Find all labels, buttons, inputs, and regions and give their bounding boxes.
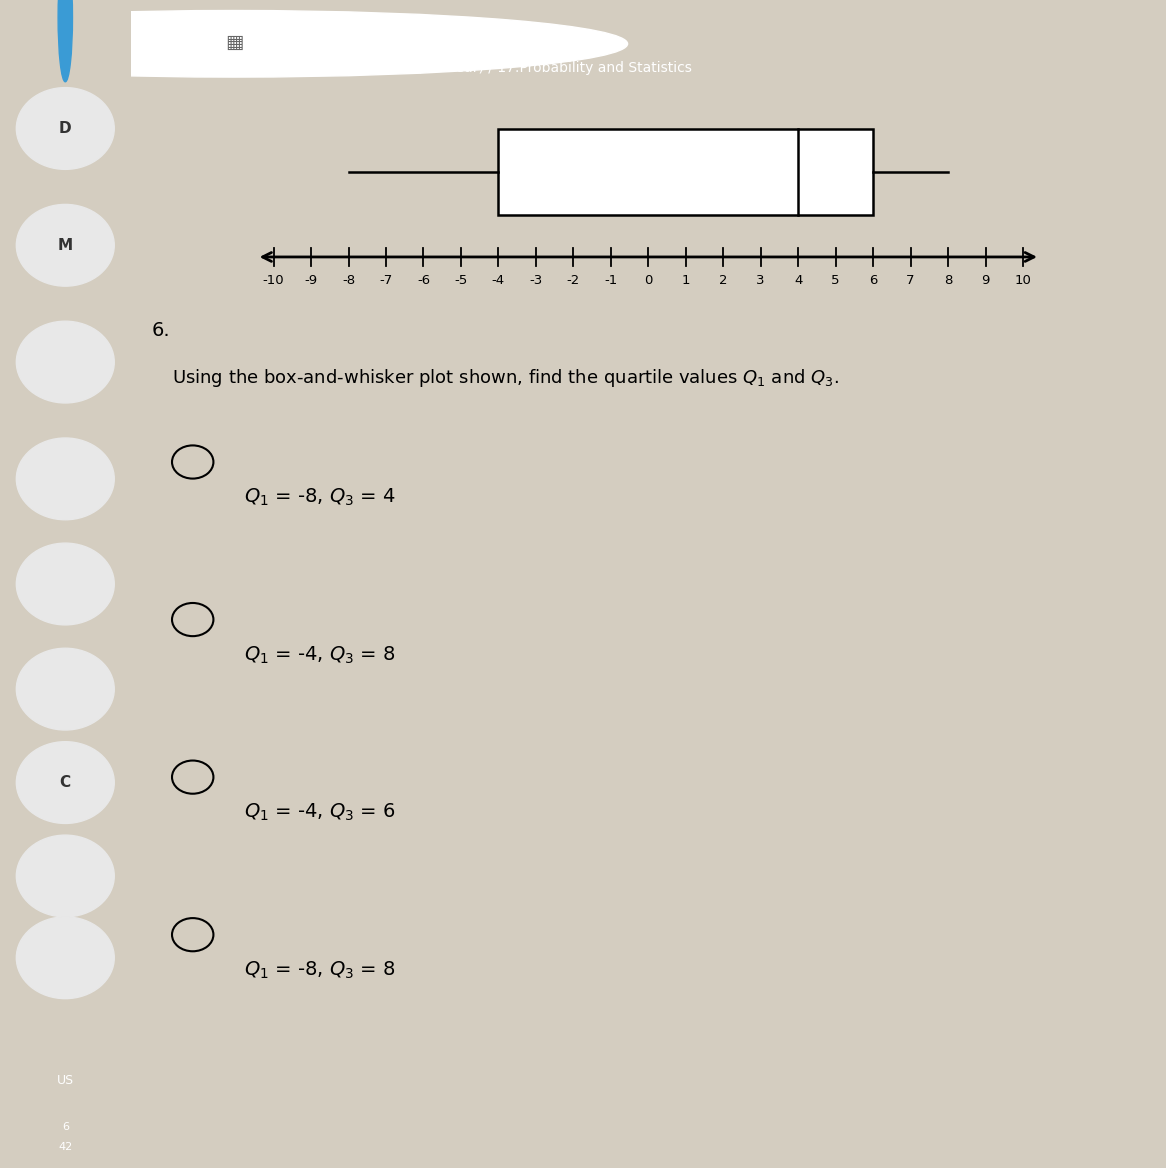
Text: -1: -1 — [604, 274, 618, 287]
Text: 6: 6 — [869, 274, 877, 287]
Ellipse shape — [16, 917, 114, 999]
Text: -8: -8 — [342, 274, 356, 287]
Text: 8: 8 — [944, 274, 953, 287]
Text: -6: -6 — [417, 274, 430, 287]
Text: D: D — [59, 121, 71, 135]
Text: 10: 10 — [1014, 274, 1032, 287]
Text: 3: 3 — [757, 274, 765, 287]
Text: $Q_1$ = -8, $Q_3$ = 8: $Q_1$ = -8, $Q_3$ = 8 — [245, 960, 396, 981]
Circle shape — [0, 11, 627, 77]
Text: 7: 7 — [906, 274, 915, 287]
Circle shape — [58, 0, 72, 82]
Ellipse shape — [16, 543, 114, 625]
Text: -9: -9 — [304, 274, 317, 287]
Ellipse shape — [16, 438, 114, 520]
Bar — [498, 130, 873, 215]
Text: 0: 0 — [644, 274, 653, 287]
Text: -3: -3 — [529, 274, 542, 287]
Ellipse shape — [16, 648, 114, 730]
Text: 9: 9 — [982, 274, 990, 287]
Text: 2: 2 — [719, 274, 728, 287]
Text: 6: 6 — [62, 1122, 69, 1132]
Ellipse shape — [16, 88, 114, 169]
Text: -2: -2 — [567, 274, 580, 287]
Ellipse shape — [16, 742, 114, 823]
Text: -5: -5 — [455, 274, 468, 287]
Text: US: US — [57, 1073, 73, 1087]
Text: $Q_1$ = -4, $Q_3$ = 6: $Q_1$ = -4, $Q_3$ = 6 — [245, 802, 396, 823]
Text: HS: Algebra 2 (Full-Year) / 17:Probability and Statistics: HS: Algebra 2 (Full-Year) / 17:Probabili… — [317, 61, 691, 75]
Text: Using the box-and-whisker plot shown, find the quartile values $Q_1$ and $Q_3$.: Using the box-and-whisker plot shown, fi… — [173, 367, 840, 389]
Text: ←: ← — [153, 32, 171, 53]
Text: C: C — [59, 776, 71, 790]
Ellipse shape — [16, 321, 114, 403]
Text: 42: 42 — [58, 1142, 72, 1152]
Text: 5: 5 — [831, 274, 840, 287]
Text: -10: -10 — [262, 274, 285, 287]
Text: 4: 4 — [794, 274, 802, 287]
Text: $Q_1$ = -4, $Q_3$ = 8: $Q_1$ = -4, $Q_3$ = 8 — [245, 645, 396, 666]
Text: 17:Pretest: 17:Pretest — [317, 25, 449, 44]
Text: -7: -7 — [379, 274, 393, 287]
Text: 6.: 6. — [152, 321, 170, 340]
Text: $Q_1$ = -8, $Q_3$ = 4: $Q_1$ = -8, $Q_3$ = 4 — [245, 487, 396, 508]
Ellipse shape — [16, 204, 114, 286]
Text: 1: 1 — [681, 274, 690, 287]
Ellipse shape — [16, 835, 114, 917]
Text: M: M — [58, 238, 72, 252]
Text: -4: -4 — [492, 274, 505, 287]
Text: ▦: ▦ — [225, 33, 244, 51]
